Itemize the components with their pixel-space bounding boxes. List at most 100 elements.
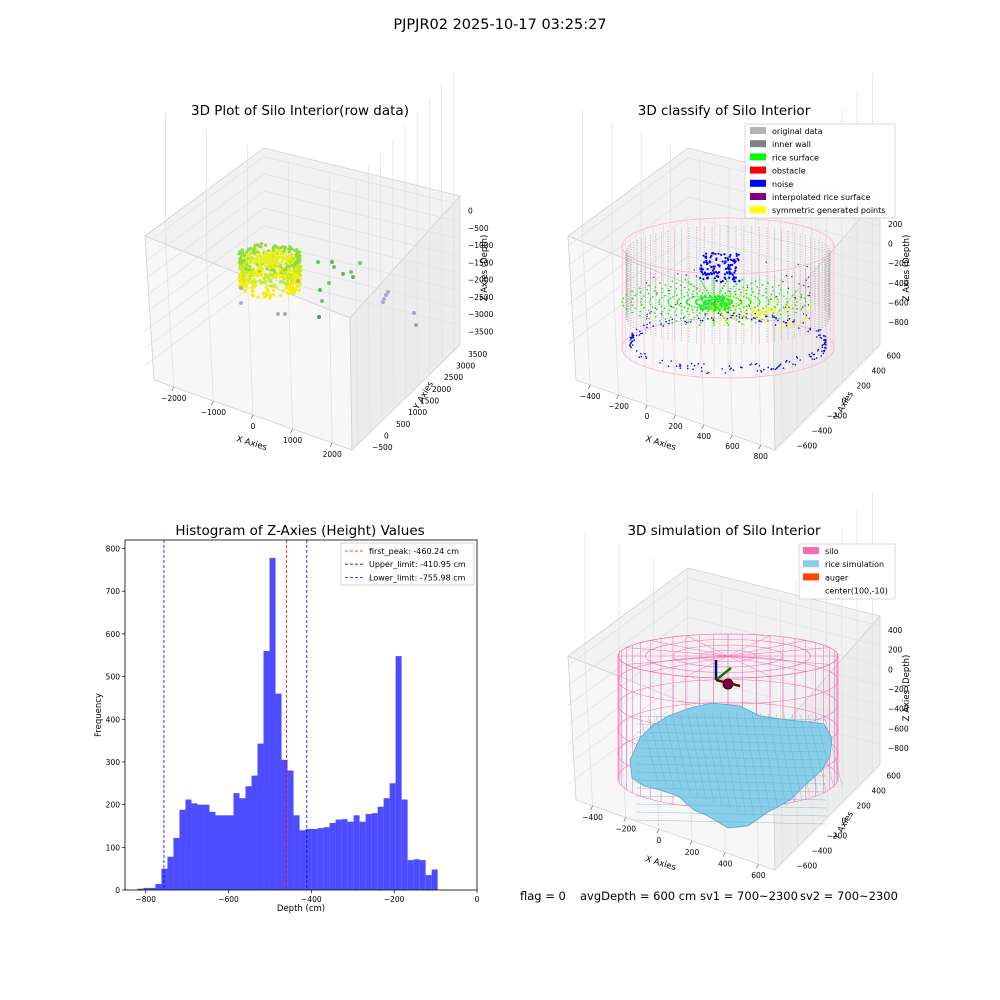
y-tick-label: −200: [827, 832, 848, 841]
y-tick-label: 400: [106, 715, 121, 724]
legend-label: symmetric generated points: [772, 206, 885, 215]
histogram-bar: [143, 887, 150, 890]
raw-3d-points: [237, 242, 418, 327]
z-tick-label: −200: [888, 259, 909, 268]
z-tick-label: 400: [888, 626, 903, 635]
histogram-bar: [155, 884, 162, 890]
figure-title: PJPJR02 2025-10-17 03:25:27: [393, 17, 607, 33]
histogram-bar: [269, 557, 276, 890]
histogram-bar: [137, 888, 144, 890]
y-tick-label: 700: [106, 587, 121, 596]
y-tick-label: 0: [115, 886, 120, 895]
z-tick-label: 0: [468, 207, 473, 216]
histogram-bar: [389, 783, 396, 890]
histogram-bar: [407, 860, 414, 890]
simulation-z-axis-label: Z Axies (Depth): [902, 655, 912, 722]
histogram-bar: [377, 806, 384, 890]
z-tick-label: −800: [888, 318, 909, 327]
histogram-bar: [413, 859, 420, 890]
legend-swatch: [750, 179, 766, 187]
histogram-bar: [365, 814, 372, 890]
histogram-bar: [395, 656, 402, 890]
y-tick-label: 1000: [408, 408, 427, 417]
y-tick-label: 400: [872, 367, 887, 376]
legend-label: silo: [825, 547, 839, 556]
auger-marker: [714, 660, 741, 690]
panel-title-simulation: 3D simulation of Silo Interior: [627, 523, 821, 539]
simulation-x-axis-label: X Axies: [644, 854, 677, 873]
histogram-bar: [383, 798, 390, 890]
histogram-bar: [311, 828, 318, 890]
histogram-bar: [275, 693, 282, 890]
x-tick-label: 800: [754, 452, 769, 461]
legend-label: auger: [825, 573, 849, 582]
x-tick-label: 0: [475, 895, 480, 904]
simulation-legend: silo rice simulation auger center(100,-10): [798, 543, 896, 600]
legend-label: original data: [772, 127, 823, 136]
classify-x-axis-label: X Axies: [644, 434, 677, 453]
x-tick-label: −200: [608, 402, 629, 411]
z-tick-label: 200: [888, 646, 903, 655]
legend-swatch: [750, 166, 766, 174]
z-tick-label: −1500: [468, 258, 494, 267]
footer-sv2: sv2 = 700~2300: [800, 889, 898, 903]
histogram-legend: first_peak: -460.24 cm Upper_limit: -410.…: [340, 542, 475, 586]
y-tick-label: 1500: [420, 397, 439, 406]
histogram-bar: [197, 804, 204, 890]
histogram-bar: [335, 819, 342, 890]
panel-title-raw: 3D Plot of Silo Interior(row data): [191, 103, 409, 119]
histogram-vlines: [163, 540, 308, 890]
histogram-bar: [257, 743, 264, 890]
legend-label: Upper_limit: -410.95 cm: [369, 560, 466, 569]
x-tick-label: −400: [301, 895, 322, 904]
histogram-bar: [329, 822, 336, 890]
histogram-bar: [317, 828, 324, 890]
histogram-bar: [353, 815, 360, 890]
histogram-bar: [293, 815, 300, 890]
y-tick-label: −400: [812, 427, 833, 436]
histogram-bar: [173, 837, 180, 890]
histogram-bar: [431, 869, 438, 890]
histogram-bar: [215, 815, 222, 890]
raw-3d-grid: [144, 70, 461, 445]
histogram-bar: [245, 786, 252, 890]
histogram-bar: [299, 830, 306, 890]
classify-3d-ticks: −400−2000200400600800−600−400−2000200400…: [580, 220, 909, 461]
y-tick-label: 500: [106, 673, 121, 682]
z-tick-label: −200: [888, 685, 909, 694]
histogram-bar: [185, 799, 192, 890]
histogram-bar: [371, 813, 378, 890]
x-tick-label: −400: [580, 392, 601, 401]
histogram-bar: [281, 759, 288, 890]
histogram-bar: [239, 798, 246, 890]
panel-title-histogram: Histogram of Z-Axies (Height) Values: [175, 523, 425, 539]
legend-swatch: [750, 127, 766, 134]
histogram-y-axis-label: Frequency: [94, 693, 104, 737]
legend-label: Lower_limit: -755.98 cm: [369, 573, 466, 582]
histogram-bar: [341, 819, 348, 890]
x-tick-label: −600: [218, 895, 239, 904]
y-tick-label: −400: [812, 847, 833, 856]
y-tick-label: 300: [106, 758, 121, 767]
y-tick-label: 3000: [456, 362, 475, 371]
legend-label: rice simulation: [825, 560, 884, 569]
classify-3d-panel: −400−2000200400600800−600−400−2000200400…: [567, 72, 912, 461]
raw-3d-panel: −2000 −1000 0 1000 2000 −500 0 500 1000 1500 2000 2…: [144, 70, 494, 459]
histogram-bar: [359, 821, 366, 890]
y-tick-label: 0: [384, 432, 389, 441]
z-tick-label: 200: [888, 220, 903, 229]
x-tick-label: −2000: [161, 394, 187, 403]
y-tick-label: 200: [857, 802, 872, 811]
x-tick-label: 600: [751, 871, 766, 880]
legend-swatch: [803, 560, 819, 568]
x-tick-label: 0: [645, 412, 650, 421]
histogram-bar: [287, 770, 294, 890]
y-tick-label: 600: [106, 630, 121, 639]
histogram-bar: [425, 875, 432, 890]
legend-label: interpolated rice surface: [772, 193, 870, 202]
x-tick-label: 0: [251, 422, 256, 431]
histogram-bar: [347, 821, 354, 890]
y-tick-label: 400: [872, 787, 887, 796]
legend-label: obstacle: [772, 167, 806, 176]
